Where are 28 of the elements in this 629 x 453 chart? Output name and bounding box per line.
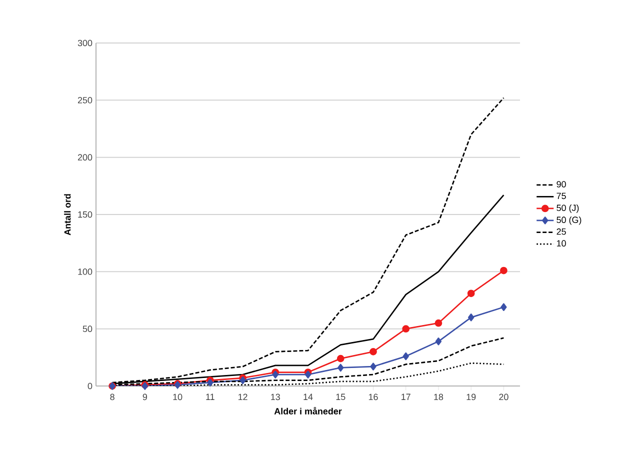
legend-label: 90	[556, 181, 566, 188]
x-tick-label: 19	[466, 394, 476, 400]
x-tick-label: 12	[238, 394, 248, 400]
legend-label: 75	[556, 192, 566, 200]
x-tick-label: 14	[304, 394, 313, 400]
x-tick-label: 20	[499, 394, 508, 400]
y-tick-label: 0	[88, 382, 92, 390]
legend-label: 50 (J)	[556, 204, 579, 213]
legend-label: 50 (G)	[556, 216, 582, 225]
x-tick-label: 17	[402, 394, 410, 400]
y-axis-title: Antall ord	[64, 194, 71, 236]
x-tick-label: 18	[434, 394, 444, 400]
y-tick-label: 200	[78, 154, 92, 161]
y-tick-label: 50	[82, 326, 92, 332]
y-tick-label: 150	[78, 211, 92, 218]
x-axis-title: Alder i måneder	[274, 406, 342, 414]
y-tick-label: 250	[78, 96, 92, 104]
legend-label: 25	[556, 228, 566, 235]
x-tick-label: 15	[336, 394, 346, 400]
legend-label: 10	[556, 240, 566, 247]
x-tick-label: 8	[110, 394, 114, 400]
x-tick-label: 11	[206, 394, 214, 400]
x-tick-label: 10	[173, 394, 182, 400]
x-tick-label: 9	[142, 394, 147, 400]
x-tick-label: 13	[271, 394, 280, 400]
y-tick-label: 100	[78, 268, 92, 275]
y-tick-label: 300	[78, 40, 92, 46]
x-tick-label: 16	[368, 394, 378, 400]
